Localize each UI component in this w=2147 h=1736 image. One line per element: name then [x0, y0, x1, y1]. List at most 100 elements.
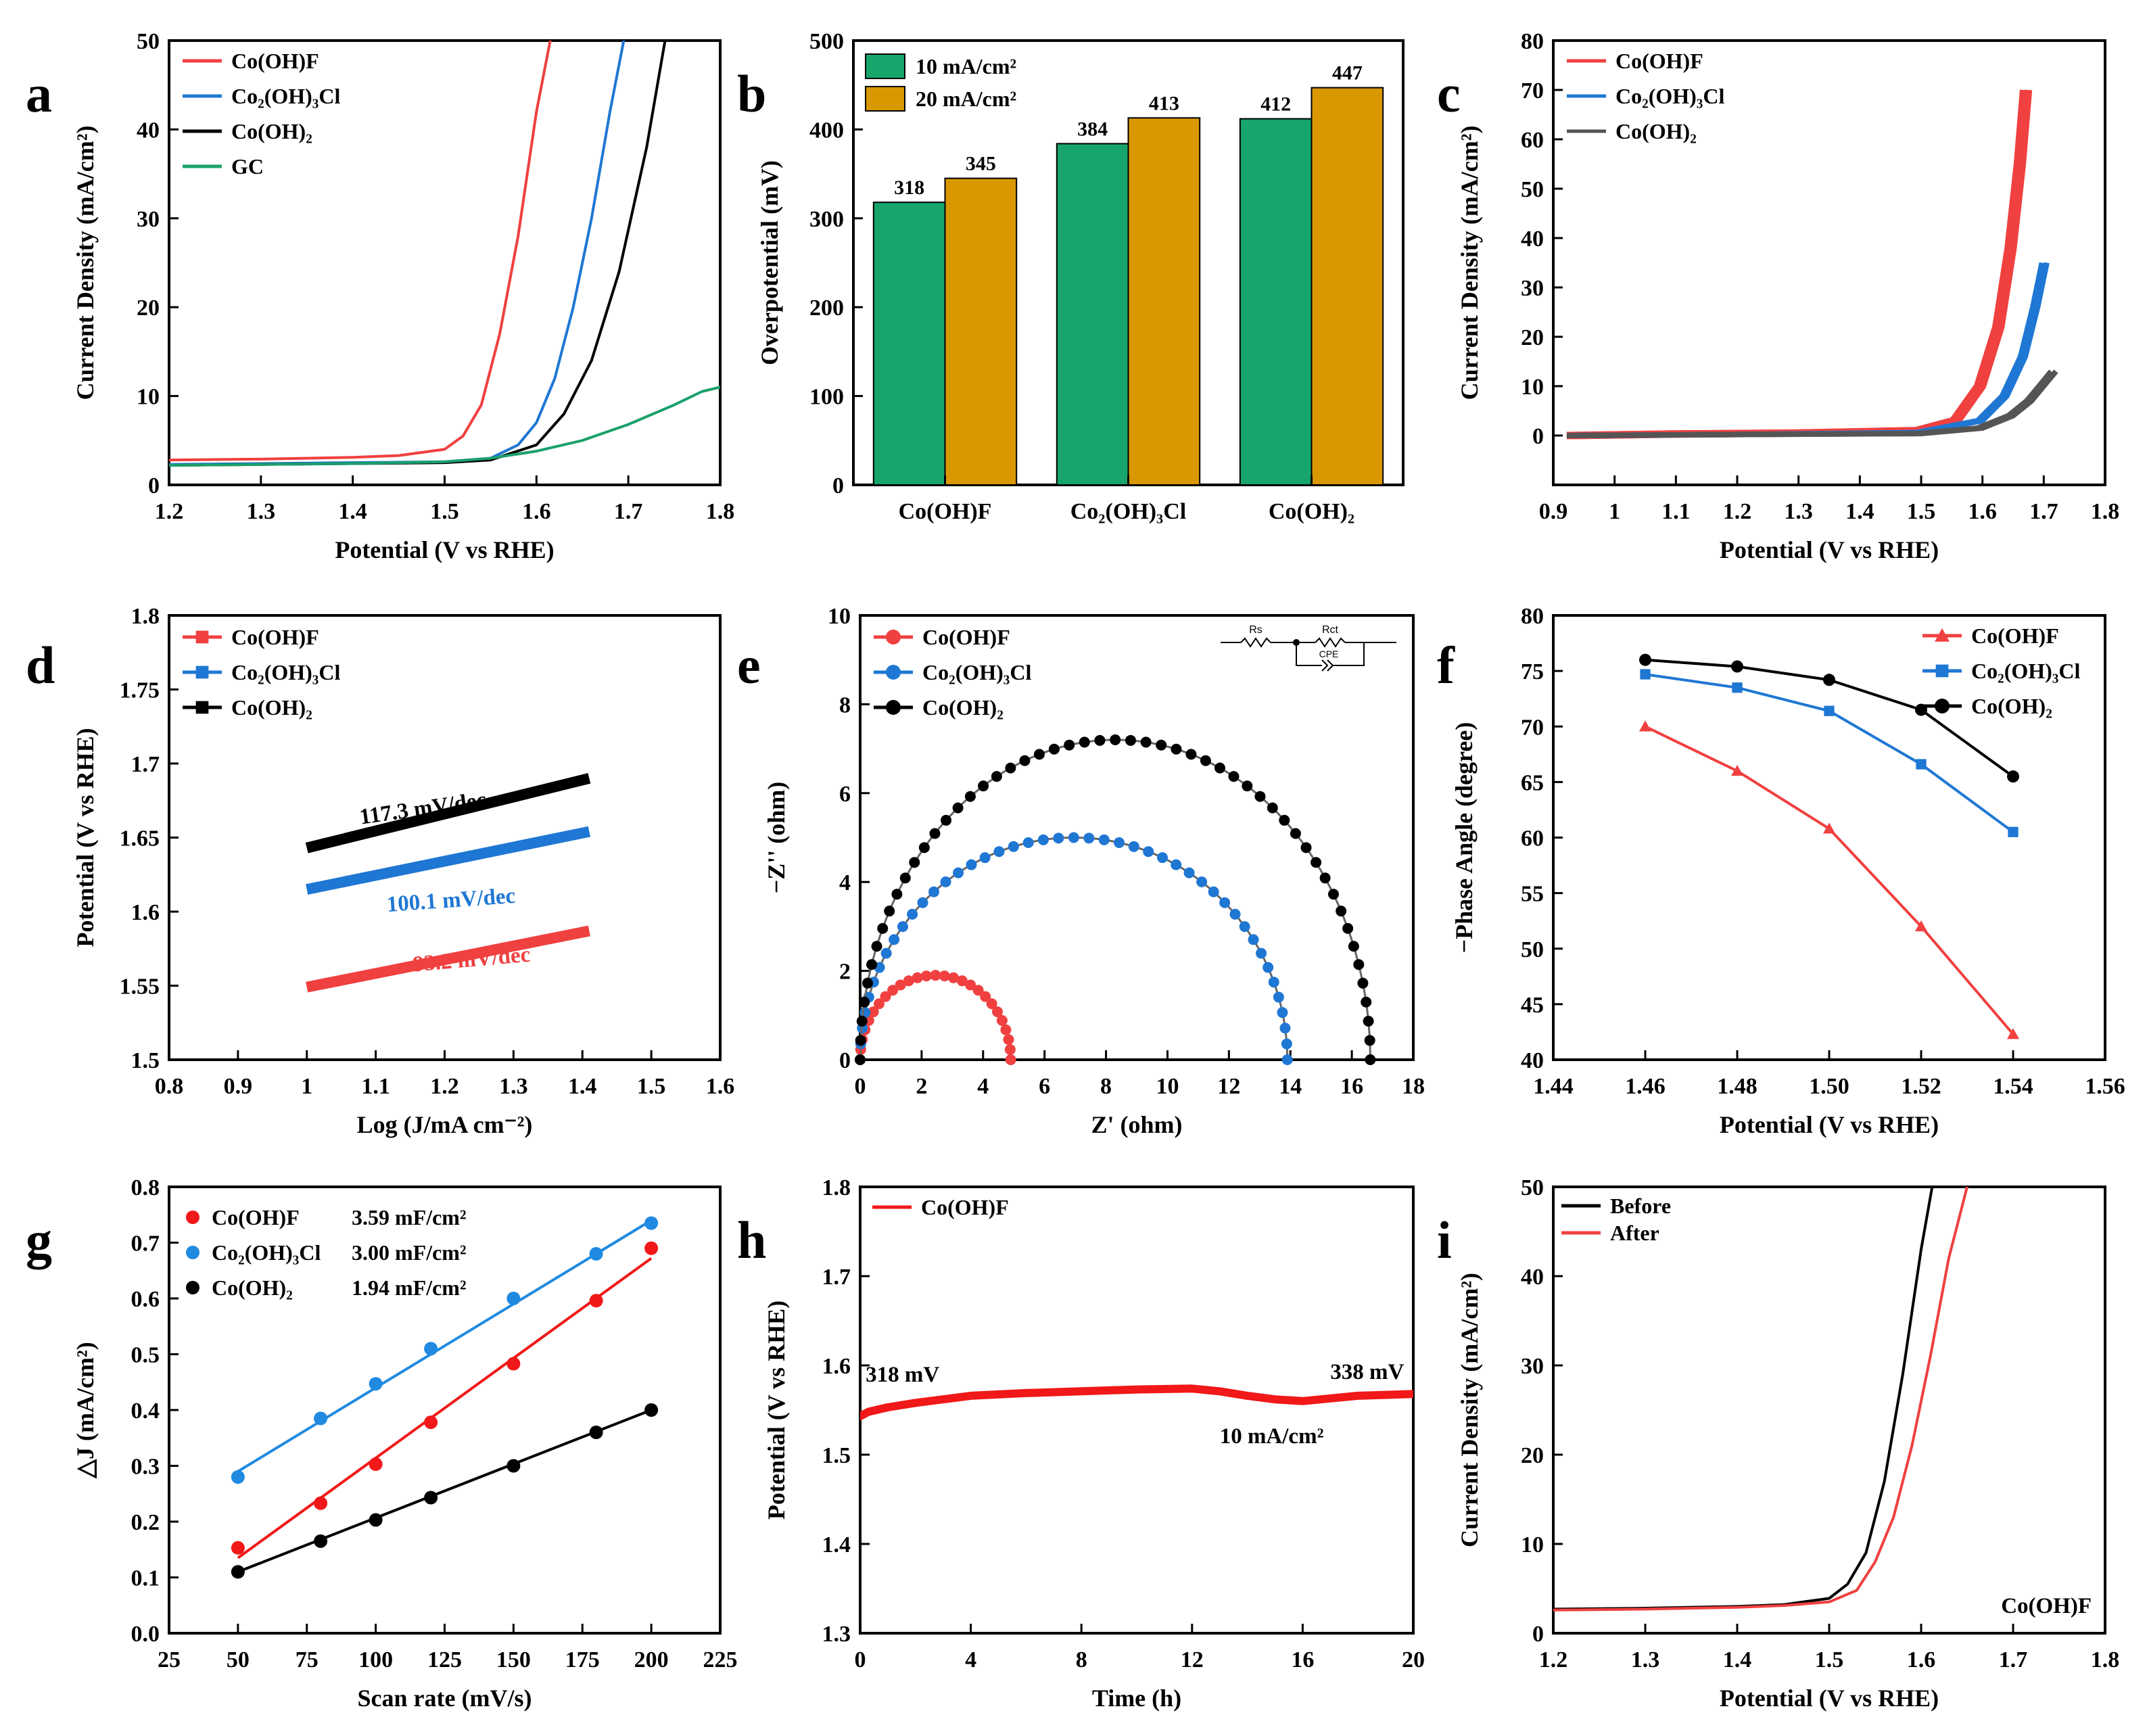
x-tick-label: 1.8: [2091, 1647, 2120, 1672]
x-tick-label: 6: [1039, 1074, 1050, 1099]
fit-curve: [860, 974, 1012, 1060]
bar-value-label: 412: [1260, 93, 1291, 116]
x-tick-label: 1.46: [1625, 1074, 1666, 1099]
y-tick-label: 500: [809, 29, 844, 54]
bar: [1311, 87, 1384, 486]
y-tick-label: 80: [1521, 604, 1544, 629]
data-point: [1098, 834, 1110, 845]
data-point: [880, 991, 891, 1002]
data-point: [920, 970, 932, 982]
resistor-rs: [1240, 637, 1271, 648]
data-point: [1083, 832, 1095, 844]
data-point: [1053, 832, 1064, 844]
y-tick-label: 10: [828, 604, 851, 629]
y-tick-label: 0: [1532, 424, 1544, 449]
panel-letter: h: [737, 1211, 766, 1269]
legend-label: GC: [231, 154, 264, 179]
series-line: [169, 41, 552, 462]
data-point: [907, 908, 918, 920]
y-tick-label: 0.8: [131, 1175, 160, 1200]
y-tick-label: 40: [1521, 1265, 1544, 1290]
legend-label: Co(OH)F: [922, 625, 1010, 649]
data-point: [195, 701, 209, 714]
y-tick-label: 4: [839, 870, 851, 895]
data-point: [1290, 828, 1301, 839]
legend-label: Co(OH)₂: [212, 1275, 293, 1300]
data-point: [1342, 922, 1354, 934]
data-point: [940, 876, 951, 888]
data-point: [953, 867, 964, 878]
y-axis-title: Current Density (mA/cm²): [72, 125, 99, 400]
legend-label: Co(OH)₂: [1615, 119, 1697, 143]
x-tick-label: 1.5: [1815, 1647, 1844, 1672]
bar: [944, 177, 1018, 486]
data-point: [2007, 1028, 2019, 1039]
data-point: [1128, 841, 1139, 852]
plot-frame: [1552, 39, 2106, 486]
panel-i: 0 10 20 30 40 50 1.2 1.3 1.4 1.5 1.6 1.7 1.8 Potentia…: [1437, 1175, 2119, 1712]
series-line: [1645, 725, 2014, 1035]
x-tick-label: 1.54: [1993, 1074, 2033, 1099]
x-tick-label: 12: [1217, 1074, 1240, 1099]
data-point: [1183, 867, 1195, 878]
category-label: Co(OH)F: [899, 499, 992, 524]
y-tick-label: 60: [1521, 826, 1544, 851]
data-point: [1281, 1038, 1292, 1050]
annotation-338mv: 338 mV: [1330, 1360, 1404, 1384]
data-point: [918, 842, 930, 853]
x-tick-label: 1.4: [338, 499, 367, 524]
y-tick-label: 0: [1532, 1622, 1544, 1647]
y-tick-label: 0.1: [131, 1566, 160, 1591]
legend-label: Co₂(OH)₃Cl: [231, 84, 341, 108]
x-tick-label: 50: [227, 1647, 250, 1672]
x-tick-label: 1.1: [361, 1074, 390, 1099]
y-tick-label: 1.55: [120, 975, 160, 1000]
x-tick-label: 12: [1181, 1647, 1204, 1672]
x-tick-label: 1.3: [499, 1074, 528, 1099]
x-tick-label: 225: [703, 1647, 738, 1672]
series-line-reverse: [1566, 262, 2045, 438]
x-tick-label: 200: [634, 1647, 669, 1672]
y-tick-label: 50: [1521, 1175, 1544, 1200]
legend-swatch: [865, 86, 905, 112]
x-tick-label: 1.4: [1723, 1647, 1752, 1672]
data-point: [1357, 977, 1369, 989]
data-point: [868, 1006, 879, 1018]
x-tick-label: 16: [1291, 1647, 1314, 1672]
series-line: [1553, 1187, 1934, 1611]
category-label: Co(OH)₂: [1269, 499, 1354, 524]
data-point: [1000, 1024, 1012, 1035]
data-point: [1171, 859, 1182, 870]
x-tick-label: 75: [296, 1647, 318, 1672]
data-point: [855, 1054, 866, 1065]
x-tick-label: 8: [1076, 1647, 1087, 1672]
bar-value-label: 447: [1332, 62, 1363, 85]
data-point: [1732, 682, 1743, 693]
data-point: [980, 991, 991, 1002]
data-point: [1361, 996, 1372, 1008]
x-tick-label: 1.3: [1631, 1647, 1660, 1672]
data-point: [314, 1496, 328, 1510]
legend-label: Co(OH)₂: [231, 695, 312, 720]
y-tick-label: 20: [137, 296, 160, 321]
data-point: [314, 1411, 328, 1426]
data-point: [1005, 762, 1016, 774]
x-tick-label: 1.3: [247, 499, 276, 524]
panel-letter: e: [737, 636, 761, 695]
x-tick-label: 1.56: [2085, 1074, 2125, 1099]
legend-label: Co(OH)F: [212, 1205, 300, 1229]
series-line: [860, 1384, 1413, 1421]
legend-label: Co(OH)F: [1615, 49, 1703, 73]
data-point: [1094, 734, 1106, 746]
fit-curve: [860, 738, 1371, 1060]
panel-letter: b: [737, 64, 766, 123]
x-tick-label: 1.7: [2029, 499, 2058, 524]
x-tick-label: 1.5: [1907, 499, 1936, 524]
data-point: [644, 1241, 659, 1255]
legend-label: Co(OH)F: [921, 1195, 1009, 1219]
data-point: [1263, 962, 1274, 973]
y-tick-label: 80: [1521, 29, 1544, 54]
data-point: [871, 941, 882, 952]
legend-label: Co₂(OH)₃Cl: [212, 1240, 321, 1265]
